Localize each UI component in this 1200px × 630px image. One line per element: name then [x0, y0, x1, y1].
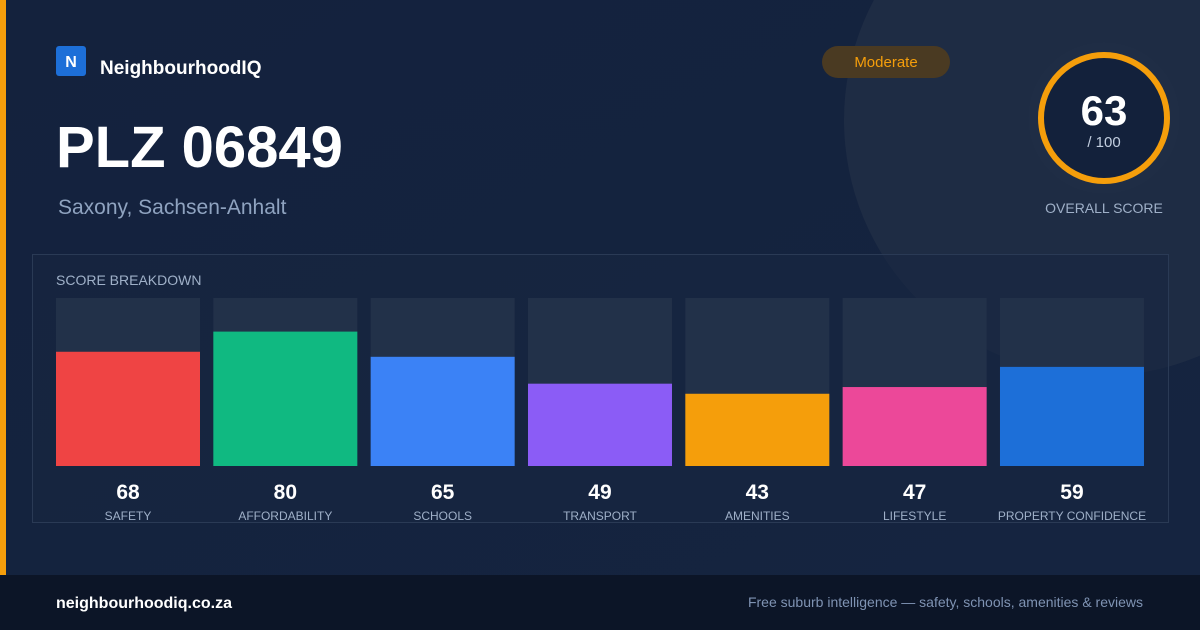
footer [0, 575, 1200, 630]
bar [56, 351, 200, 466]
badge [822, 46, 950, 78]
subtitle: Saxony, Sachsen-Anhalt [58, 196, 287, 219]
category-label: LIFESTYLE [883, 509, 946, 523]
accent-stripe [0, 0, 6, 575]
value-label: 43 [746, 481, 769, 504]
value-label: 59 [1060, 481, 1083, 504]
value-label: 47 [903, 481, 926, 504]
chart-title: SCORE BREAKDOWN [56, 272, 201, 288]
score-label: OVERALL SCORE [1045, 200, 1163, 216]
logo-letter: N [65, 54, 77, 71]
value-label: 65 [431, 481, 455, 504]
brand-name: NeighbourhoodIQ [100, 58, 261, 79]
value-label: 80 [274, 481, 297, 504]
footer-tagline: Free suburb intelligence — safety, schoo… [748, 594, 1143, 610]
bar [999, 366, 1144, 466]
bar [370, 356, 515, 466]
category-label: AMENITIES [725, 509, 790, 523]
value-label: 68 [116, 481, 140, 504]
bar [213, 331, 358, 466]
bar [685, 393, 830, 466]
footer-url: neighbourhoodiq.co.za [56, 595, 232, 612]
title: PLZ 06849 [56, 115, 343, 180]
value-label: 49 [588, 481, 611, 504]
logo [56, 46, 86, 76]
category-label: SAFETY [105, 509, 152, 523]
category-label: PROPERTY CONFIDENCE [998, 509, 1146, 523]
category-label: AFFORDABILITY [238, 509, 332, 523]
score-out-of: / 100 [1087, 134, 1120, 151]
bar [842, 387, 987, 466]
category-label: SCHOOLS [413, 509, 472, 523]
bar [527, 383, 672, 466]
score-value: 63 [1081, 87, 1128, 134]
category-label: TRANSPORT [563, 509, 637, 523]
badge-text: Moderate [854, 54, 917, 71]
gauge-ring [1038, 52, 1170, 184]
